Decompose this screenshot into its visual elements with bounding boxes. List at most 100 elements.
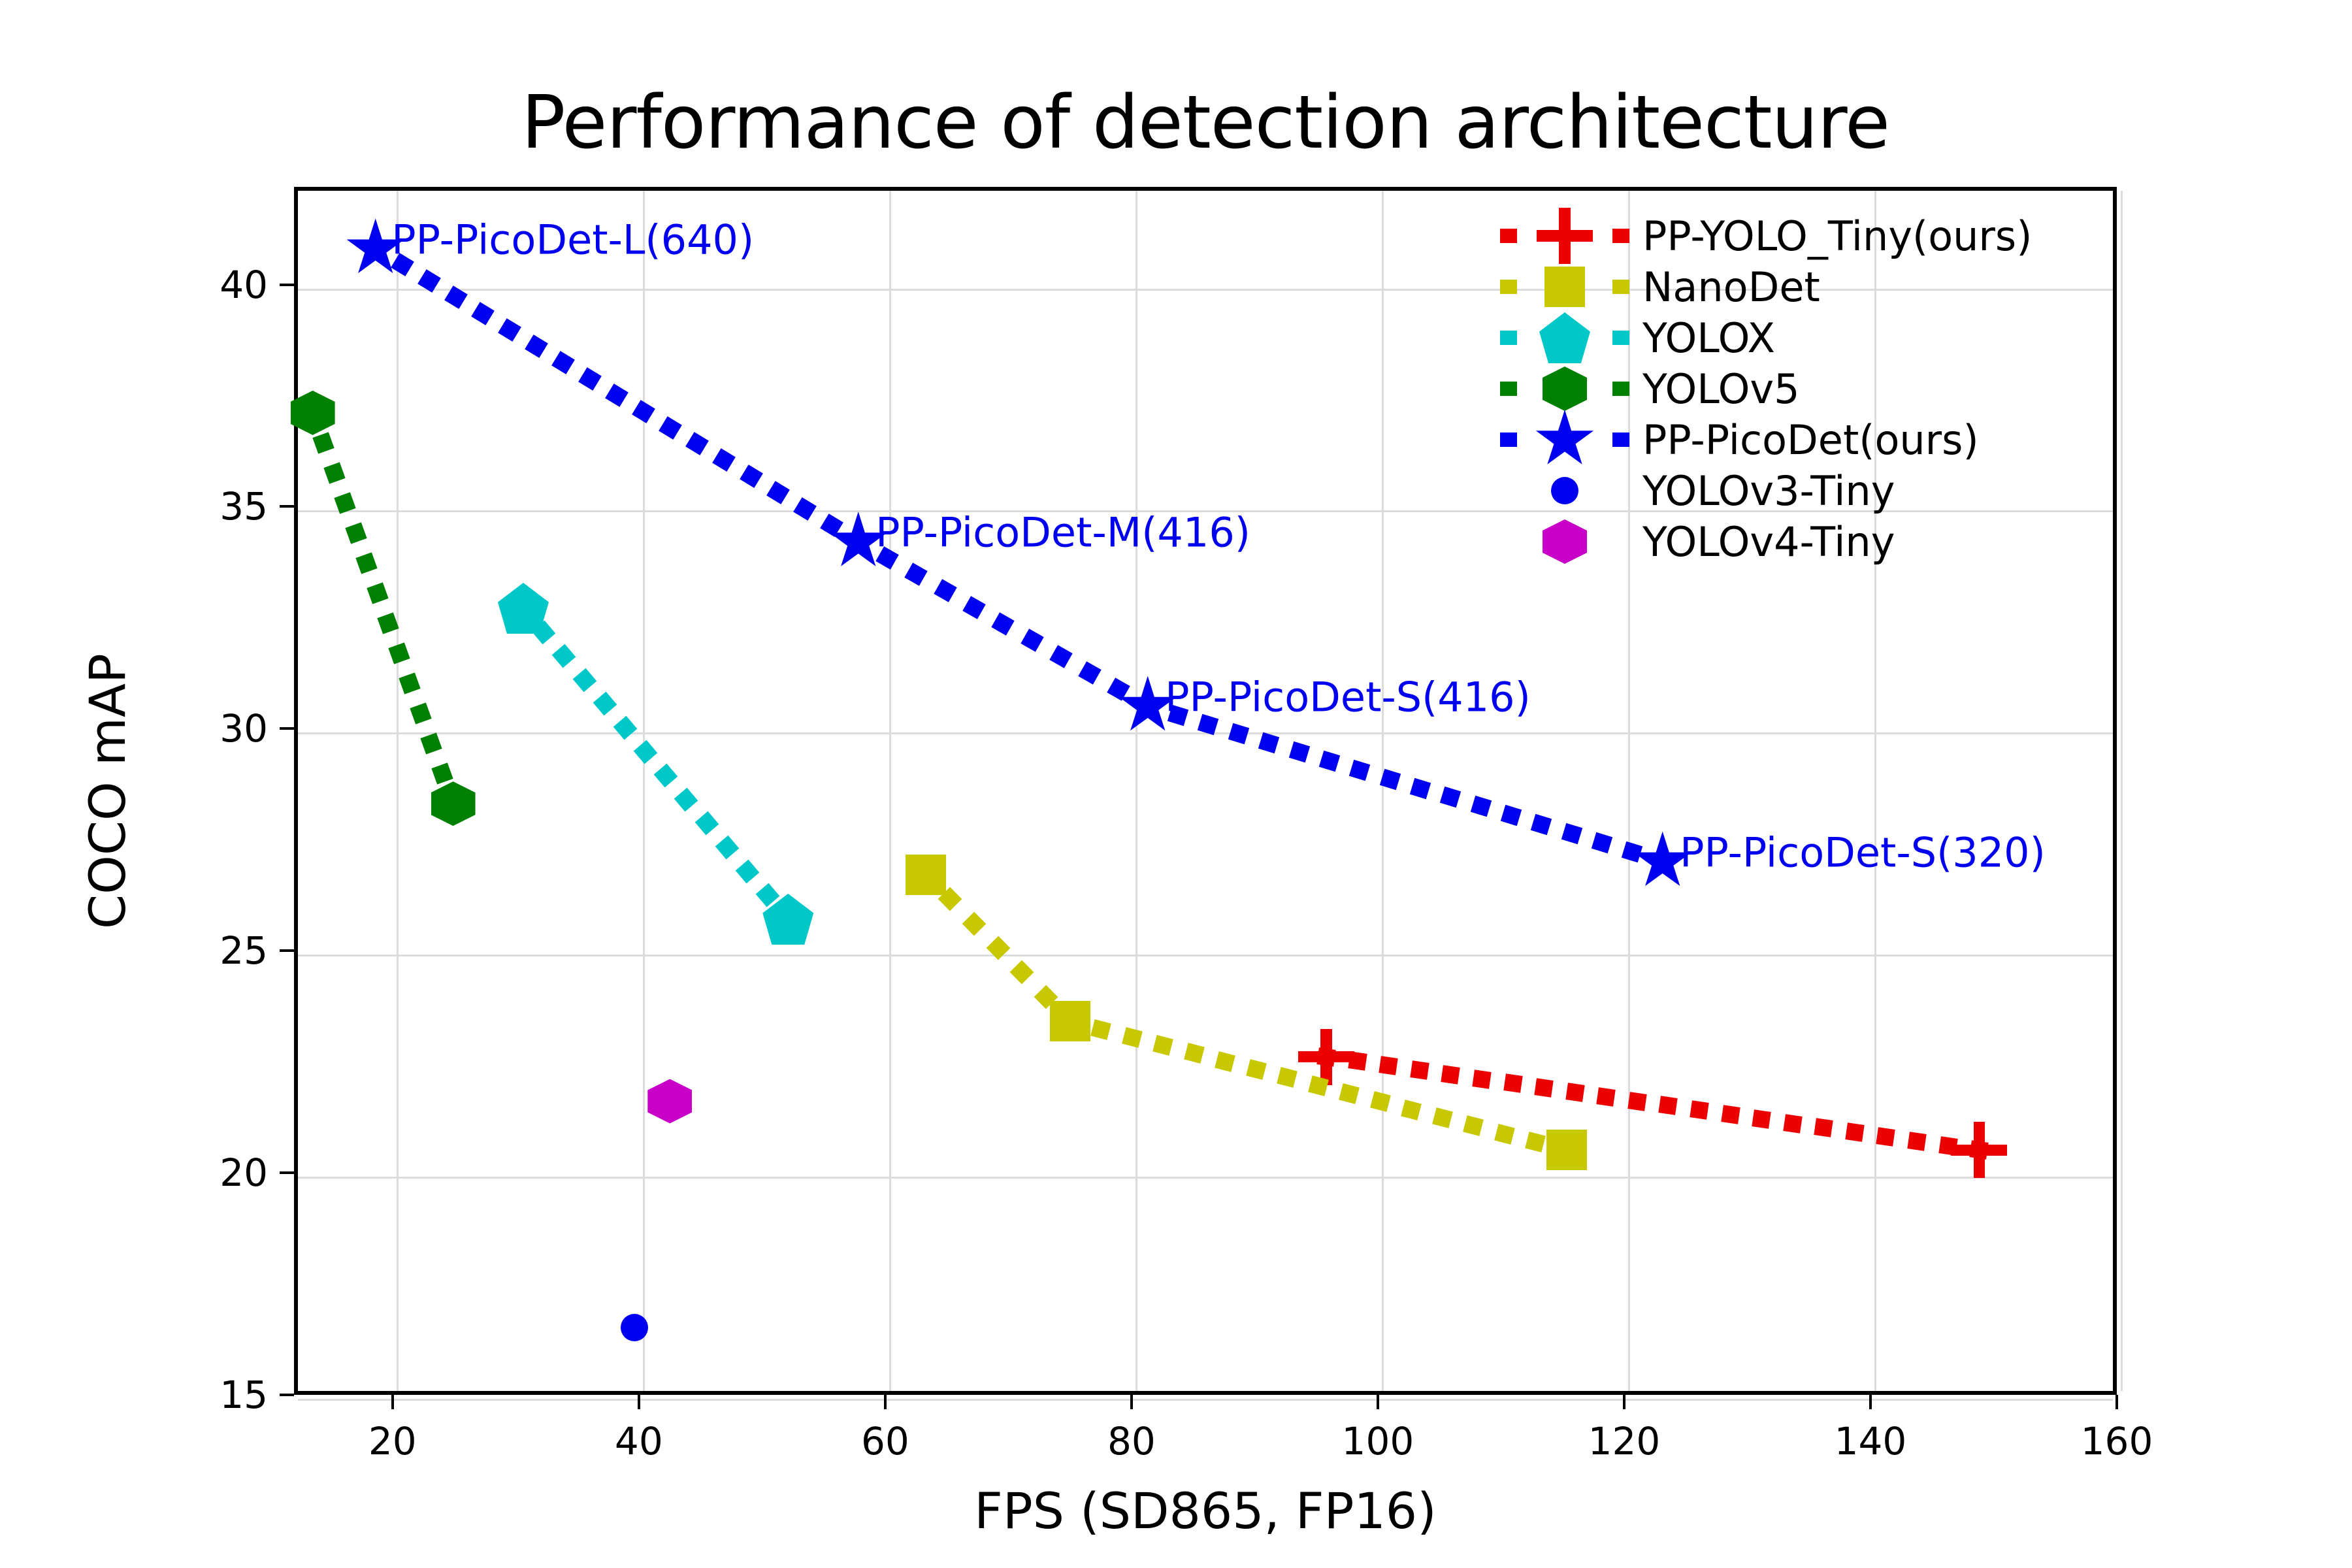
y-tick-label: 15	[220, 1373, 268, 1417]
legend-dash-left	[1500, 280, 1517, 294]
legend-dash-left	[1500, 331, 1517, 345]
legend-marker-hexagon-icon	[1496, 363, 1633, 414]
legend-dash-right	[1612, 433, 1629, 447]
x-tick-mark	[1376, 1395, 1379, 1409]
x-axis-label: FPS (SD865, FP16)	[974, 1482, 1437, 1540]
legend-item-pp-yolo-tiny-ours[interactable]: PP-YOLO_Tiny(ours)	[1496, 208, 2104, 264]
series-pp-picodet-ours	[298, 191, 2113, 1391]
x-tick-label: 100	[1341, 1419, 1414, 1463]
legend-marker-glyph	[1551, 477, 1578, 504]
legend-marker-glyph	[1535, 410, 1594, 465]
gridline-horizontal	[298, 288, 2113, 291]
series-yolox	[298, 191, 2113, 1391]
data-point-marker	[647, 1079, 693, 1124]
legend-item-yolov5[interactable]: YOLOv5	[1496, 363, 2104, 414]
gridline-horizontal	[298, 732, 2113, 735]
x-tick-mark	[1869, 1395, 1872, 1409]
data-point-marker	[906, 854, 947, 895]
gridline-vertical	[1135, 191, 1137, 1391]
legend-item-label: PP-YOLO_Tiny(ours)	[1642, 212, 2033, 260]
legend-marker-glyph	[1539, 312, 1590, 363]
legend-item-yolov3-tiny[interactable]: YOLOv3-Tiny	[1496, 465, 2104, 516]
data-point-marker	[431, 781, 476, 826]
legend-marker-star-icon	[1496, 410, 1633, 465]
chart-legend: PP-YOLO_Tiny(ours) NanoDet YOLOX YOLOv5 PP-P…	[1496, 208, 2104, 567]
x-tick-label: 40	[614, 1419, 663, 1463]
legend-item-label: YOLOv4-Tiny	[1642, 517, 1895, 566]
data-point-marker	[1546, 1130, 1587, 1171]
legend-item-nanodet[interactable]: NanoDet	[1496, 261, 2104, 312]
x-tick-mark	[637, 1395, 640, 1409]
y-tick-label: 30	[220, 706, 268, 751]
legend-item-label: PP-PicoDet(ours)	[1642, 416, 1979, 464]
series-nanodet	[298, 191, 2113, 1391]
y-tick-mark	[280, 1394, 294, 1396]
legend-marker-glyph	[1544, 267, 1585, 307]
legend-marker-glyph	[1543, 519, 1587, 564]
legend-item-pp-picodet-ours[interactable]: PP-PicoDet(ours)	[1496, 410, 2104, 465]
data-point-marker	[1298, 1028, 1355, 1085]
plot-area: PP-PicoDet-L(640) PP-PicoDet-M(416) PP-Pic…	[290, 187, 2123, 1401]
legend-marker-square-icon	[1496, 261, 1633, 312]
y-tick-mark	[280, 505, 294, 508]
legend-marker-glyph	[1543, 367, 1587, 411]
legend-dash-right	[1612, 229, 1629, 243]
chart-title: Performance of detection architecture	[521, 80, 1890, 165]
gridline-vertical	[889, 191, 891, 1391]
legend-dash-left	[1500, 433, 1517, 447]
data-point-marker	[1049, 1001, 1090, 1042]
data-point-marker	[1951, 1122, 2008, 1179]
gridline-vertical	[2121, 191, 2123, 1391]
x-tick-label: 20	[368, 1419, 417, 1463]
legend-dash-right	[1612, 331, 1629, 345]
legend-dash-right	[1612, 382, 1629, 396]
y-tick-label: 25	[220, 928, 268, 973]
legend-item-label: NanoDet	[1642, 263, 1820, 311]
legend-marker-hexagon-icon	[1496, 516, 1633, 567]
legend-item-yolov4-tiny[interactable]: YOLOv4-Tiny	[1496, 516, 2104, 567]
x-tick-label: 160	[2080, 1419, 2153, 1463]
x-tick-label: 140	[1834, 1419, 1907, 1463]
y-tick-mark	[280, 1171, 294, 1175]
x-tick-mark	[883, 1395, 887, 1409]
y-tick-mark	[280, 949, 294, 953]
series-pp-yolo-tiny-ours	[298, 191, 2113, 1391]
legend-dash-right	[1612, 280, 1629, 294]
series-yolov5	[290, 191, 2113, 1391]
x-tick-mark	[1622, 1395, 1625, 1409]
gridline-horizontal	[298, 1177, 2113, 1179]
legend-item-yolox[interactable]: YOLOX	[1496, 312, 2104, 363]
point-annotation: PP-PicoDet-M(416)	[875, 508, 1250, 557]
legend-item-label: YOLOv3-Tiny	[1642, 466, 1895, 515]
x-tick-mark	[391, 1395, 394, 1409]
annotations: PP-PicoDet-L(640) PP-PicoDet-M(416) PP-Pic…	[298, 191, 2113, 1391]
legend-dash-left	[1500, 229, 1517, 243]
gridline-horizontal	[298, 1399, 2113, 1401]
legend-item-label: YOLOv5	[1642, 365, 1800, 413]
point-annotation: PP-PicoDet-S(416)	[1165, 673, 1531, 721]
legend-marker-circle-icon	[1496, 465, 1633, 516]
data-series	[290, 191, 2113, 1391]
gridline-horizontal	[298, 510, 2113, 513]
gridline-horizontal	[298, 955, 2113, 957]
x-tick-mark	[2115, 1395, 2118, 1409]
point-annotation: PP-PicoDet-L(640)	[391, 216, 755, 264]
x-tick-label: 60	[860, 1419, 909, 1463]
series-yolov4-tiny	[298, 191, 2113, 1391]
gridline-vertical	[1627, 191, 1630, 1391]
legend-dash-left	[1500, 382, 1517, 396]
series-yolov3-tiny	[298, 191, 2113, 1391]
y-axis-label: COCO mAP	[78, 653, 137, 929]
x-tick-label: 80	[1107, 1419, 1156, 1463]
legend-marker-plus-icon	[1496, 208, 1633, 264]
gridline-vertical	[1874, 191, 1876, 1391]
y-tick-mark	[280, 283, 294, 286]
x-tick-label: 120	[1588, 1419, 1661, 1463]
y-tick-mark	[280, 727, 294, 730]
y-tick-label: 35	[220, 484, 268, 529]
gridline-vertical	[1381, 191, 1384, 1391]
gridline-vertical	[642, 191, 645, 1391]
gridline-vertical	[396, 191, 399, 1391]
data-point-marker	[620, 1314, 648, 1342]
